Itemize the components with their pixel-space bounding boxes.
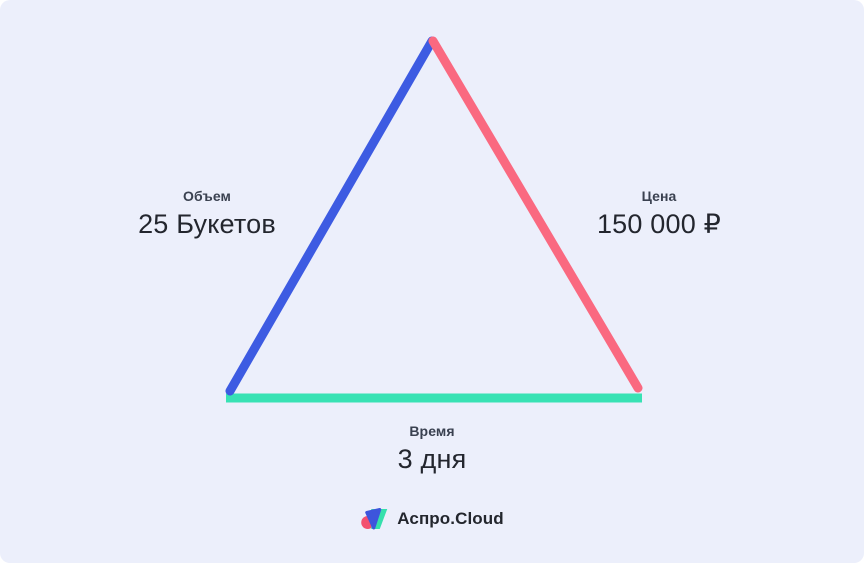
time-value: 3 дня (397, 444, 467, 474)
price-value: 150 000 ₽ (596, 209, 722, 239)
volume-value: 25 Букетов (138, 209, 276, 239)
volume-label-block: Объем 25 Букетов (138, 188, 276, 240)
logo-blue-triangle (365, 508, 382, 530)
time-label-block: Время 3 дня (398, 423, 467, 475)
price-title: Цена (641, 188, 677, 204)
volume-title: Объем (182, 188, 232, 204)
time-title: Время (409, 423, 455, 439)
brand-footer: Аспро.Cloud (360, 507, 504, 531)
price-side-line (428, 36, 643, 393)
volume-side-line (225, 36, 437, 396)
price-label-block: Цена 150 000 ₽ (597, 188, 721, 240)
aspro-cloud-logo-icon (361, 508, 388, 530)
brand-name: Аспро.Cloud (397, 509, 504, 528)
